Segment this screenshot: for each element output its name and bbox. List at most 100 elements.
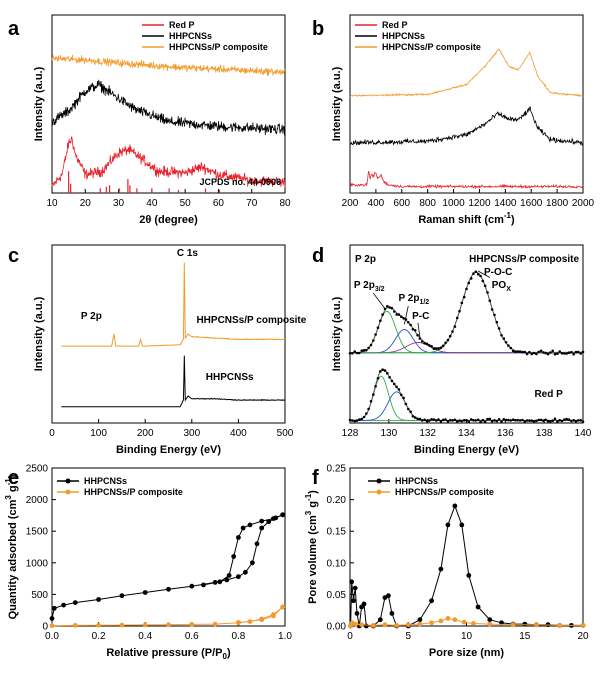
data-point-d: [509, 346, 513, 350]
x-axis-label-a: 2θ (degree): [139, 214, 198, 226]
y-tick-label-f: 0.05: [327, 590, 347, 601]
data-point-f: [445, 522, 451, 528]
data-point-d: [581, 420, 585, 424]
data-point-f: [534, 622, 539, 628]
data-point-d: [411, 415, 415, 418]
series-label-c-composite: HHPCNSs/P composite: [196, 315, 306, 326]
data-point-d: [481, 279, 485, 283]
data-point-e: [49, 623, 55, 629]
data-point-e: [266, 519, 272, 525]
data-point-e: [236, 574, 241, 580]
legend-label-b: HHPCNSs: [382, 31, 425, 41]
data-point-d: [460, 301, 464, 305]
data-point-d: [493, 419, 496, 422]
data-point-f: [557, 623, 563, 628]
data-point-f: [349, 579, 355, 585]
data-point-d: [549, 420, 552, 423]
x-tick-label-f: 0: [347, 631, 353, 642]
data-point-d: [379, 319, 382, 323]
data-point-d: [432, 418, 436, 421]
data-point-d: [535, 419, 538, 423]
data-point-f: [471, 621, 476, 626]
data-point-d: [441, 418, 445, 422]
data-point-d: [565, 352, 568, 355]
data-point-d: [437, 418, 440, 421]
data-point-f: [461, 619, 467, 625]
data-point-d: [425, 419, 429, 423]
data-point-d: [565, 417, 568, 421]
data-point-d: [372, 339, 375, 342]
data-point-f: [466, 573, 472, 578]
data-point-f: [351, 598, 356, 604]
data-point-d: [372, 393, 375, 396]
data-point-f: [361, 601, 367, 607]
data-point-d: [523, 350, 527, 354]
annotation-arrow-d: [403, 305, 409, 325]
data-point-d: [362, 415, 366, 419]
data-point-d: [556, 352, 559, 356]
x-tick-label-d: 132: [419, 428, 436, 439]
data-point-d: [400, 393, 403, 397]
series-line-e: [51, 514, 283, 619]
data-point-d: [549, 351, 552, 354]
annotation-arrow-d: [477, 270, 490, 278]
x-tick-label-f: 5: [405, 631, 411, 642]
data-point-d: [530, 352, 533, 356]
data-point-d: [514, 418, 517, 422]
data-point-d: [437, 347, 440, 350]
data-point-d: [374, 385, 377, 388]
data-point-d: [556, 420, 559, 423]
x-tick-label-d: 134: [458, 428, 475, 439]
data-point-f: [510, 622, 516, 628]
data-point-d: [418, 337, 422, 340]
data-point-d: [486, 291, 489, 294]
data-point-d: [446, 338, 450, 342]
data-point-d: [416, 333, 419, 337]
data-point-d: [395, 385, 398, 389]
data-point-d: [502, 418, 506, 421]
data-point-d: [360, 349, 364, 353]
data-point-d: [581, 350, 585, 354]
data-point-d: [444, 418, 447, 421]
data-point-d: [353, 350, 357, 353]
legend-label-a: HHPCNSs: [169, 31, 212, 41]
data-point-e: [280, 604, 286, 610]
data-point-d: [393, 382, 396, 386]
data-point-d: [348, 418, 352, 422]
data-point-d: [528, 419, 531, 422]
data-point-d: [367, 346, 370, 350]
data-point-d: [367, 407, 370, 411]
data-point-d: [388, 306, 391, 309]
data-point-e: [247, 619, 253, 624]
data-point-d: [413, 329, 417, 332]
x-tick-label-c: 300: [183, 428, 200, 439]
fit-component-d: [350, 329, 583, 354]
data-point-f: [445, 616, 451, 621]
data-point-d: [390, 306, 394, 310]
data-point-d: [453, 418, 457, 422]
x-tick-label-b: 1400: [494, 198, 517, 209]
data-point-e: [119, 593, 125, 599]
data-point-d: [532, 351, 536, 355]
data-point-d: [351, 352, 354, 355]
data-point-d: [553, 417, 557, 421]
data-point-d: [537, 350, 540, 354]
legend-label-f: HHPCNSs/P composite: [395, 487, 494, 497]
y-tick-label-e: 500: [31, 590, 48, 601]
data-point-e: [240, 525, 246, 531]
data-point-d: [577, 419, 580, 422]
data-point-d: [542, 419, 545, 423]
y-tick-label-e: 0: [42, 622, 48, 633]
series-line-a: [51, 54, 286, 77]
legend-marker-e: [65, 478, 71, 484]
data-point-d: [579, 352, 582, 355]
data-point-d: [444, 341, 447, 345]
data-point-d: [542, 351, 545, 354]
y-axis-label-a: Intensity (a.u.): [33, 66, 45, 141]
series-label-d-redp: Red P: [534, 389, 563, 400]
data-point-d: [465, 287, 468, 291]
data-point-d: [348, 352, 352, 355]
legend-marker-f: [376, 478, 382, 484]
data-point-e: [142, 622, 148, 628]
x-axis-label-f: Pore size (nm): [429, 647, 505, 659]
